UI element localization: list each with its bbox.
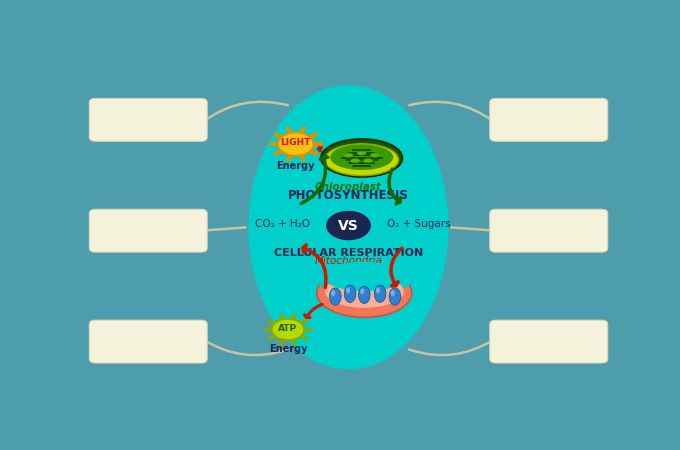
Ellipse shape [344,285,356,302]
Text: CO₂ + H₂O: CO₂ + H₂O [255,219,310,229]
Text: Chloroplast: Chloroplast [315,182,382,193]
Text: ATP: ATP [278,324,297,333]
Text: Energy: Energy [277,161,315,171]
Ellipse shape [370,153,379,157]
Ellipse shape [358,286,370,303]
Ellipse shape [363,159,373,163]
Ellipse shape [376,287,380,293]
Ellipse shape [278,132,313,156]
Ellipse shape [330,288,341,305]
Ellipse shape [325,144,398,176]
Ellipse shape [271,319,304,340]
Text: Mitochondria: Mitochondria [315,256,382,266]
Ellipse shape [248,85,449,369]
Ellipse shape [316,264,413,295]
Ellipse shape [346,287,350,293]
Ellipse shape [326,211,371,240]
FancyBboxPatch shape [89,320,207,363]
Text: O₂ + Sugars: O₂ + Sugars [387,219,450,229]
Ellipse shape [351,159,360,163]
FancyBboxPatch shape [490,209,608,252]
Ellipse shape [331,290,335,296]
Ellipse shape [374,285,386,302]
Ellipse shape [324,262,405,291]
Ellipse shape [389,288,401,305]
FancyBboxPatch shape [89,209,207,252]
Text: PHOTOSYNTHESIS: PHOTOSYNTHESIS [288,189,409,202]
Text: VS: VS [338,219,359,233]
Text: Energy: Energy [269,344,307,354]
Ellipse shape [360,288,364,294]
Text: LIGHT: LIGHT [281,138,311,147]
Ellipse shape [325,275,404,308]
Ellipse shape [357,151,367,155]
Ellipse shape [317,269,412,317]
FancyBboxPatch shape [490,99,608,141]
FancyBboxPatch shape [89,99,207,141]
Text: CELLULAR RESPIRATION: CELLULAR RESPIRATION [274,248,423,258]
Ellipse shape [344,153,353,157]
Ellipse shape [330,144,393,170]
FancyBboxPatch shape [490,320,608,363]
Ellipse shape [321,139,403,177]
Ellipse shape [390,290,395,296]
